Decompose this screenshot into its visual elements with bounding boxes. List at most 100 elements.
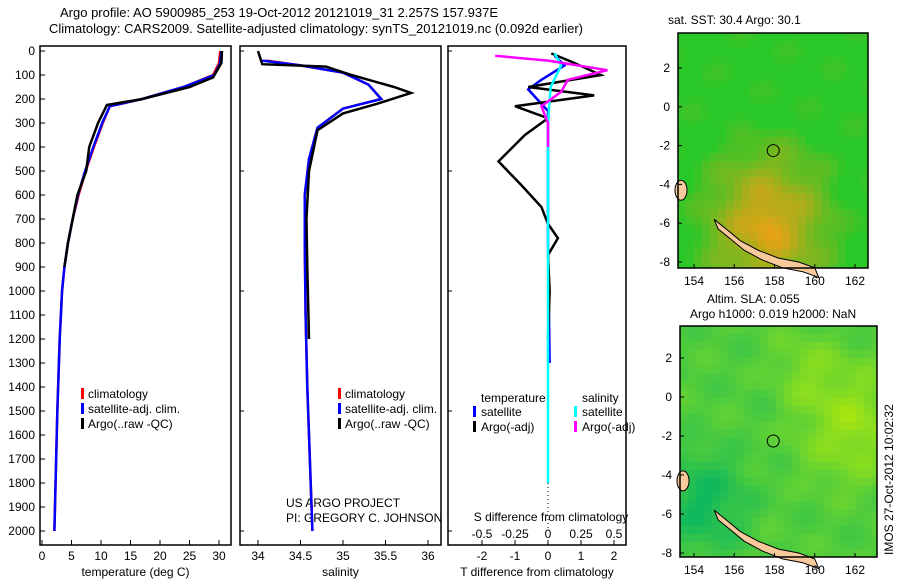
map-cell <box>864 398 872 406</box>
map-cell <box>838 145 846 153</box>
map-cell <box>832 502 840 510</box>
map-cell <box>702 169 710 177</box>
map-cell <box>816 526 824 534</box>
map-cell <box>840 494 848 502</box>
map-cell <box>808 446 816 454</box>
map-cell <box>846 225 854 233</box>
map-cell <box>792 518 800 526</box>
title-line2: Climatology: CARS2009. Satellite-adjuste… <box>49 21 584 36</box>
map-cell <box>758 105 766 113</box>
map-cell <box>750 161 758 169</box>
map-cell <box>766 137 774 145</box>
map-cell <box>736 398 744 406</box>
map-cell <box>734 105 742 113</box>
map-cell <box>814 41 822 49</box>
map-cell <box>768 486 776 494</box>
map-cell <box>702 129 710 137</box>
map-cell <box>734 169 742 177</box>
map-cell <box>720 326 728 334</box>
map-cell <box>696 414 704 422</box>
map-cell <box>806 225 814 233</box>
map-cell <box>822 209 830 217</box>
map-cell <box>798 241 806 249</box>
map-cell <box>800 462 808 470</box>
map-cell <box>800 390 808 398</box>
map-cell <box>792 486 800 494</box>
map-cell <box>846 153 854 161</box>
map-cell <box>718 121 726 129</box>
map-cell <box>840 550 848 557</box>
map-cell <box>710 161 718 169</box>
map-cell <box>814 97 822 105</box>
map-cell <box>784 406 792 414</box>
map-cell <box>686 41 694 49</box>
map-cell <box>808 390 816 398</box>
y-tick-label: 1100 <box>9 308 35 322</box>
map-cell <box>726 113 734 121</box>
map-cell <box>848 526 856 534</box>
map-cell <box>712 470 720 478</box>
map-cell <box>816 518 824 526</box>
map-cell <box>776 366 784 374</box>
map-cell <box>752 358 760 366</box>
map-cell <box>696 446 704 454</box>
map-cell <box>824 390 832 398</box>
map-cell <box>776 510 784 518</box>
map-cell <box>758 169 766 177</box>
map-cell <box>814 137 822 145</box>
profile-panel-3: -2 -1 0 1 2T difference from climatology-0.5… <box>447 45 635 579</box>
map-cell <box>830 113 838 121</box>
map-cell <box>750 265 758 268</box>
map-cell <box>856 518 864 526</box>
map-cell <box>686 201 694 209</box>
map-cell <box>686 105 694 113</box>
x-tick-label: 0 <box>39 549 46 563</box>
map-cell <box>688 502 696 510</box>
map-cell <box>782 57 790 65</box>
map-cell <box>728 342 736 350</box>
map-cell <box>678 249 686 257</box>
map-cell <box>824 350 832 358</box>
map-cell <box>854 97 862 105</box>
map-cell <box>734 65 742 73</box>
map-cell <box>694 41 702 49</box>
map-cell <box>806 153 814 161</box>
map-cell <box>792 414 800 422</box>
map-cell <box>758 129 766 137</box>
lon-tick-label: 154 <box>684 563 704 577</box>
map-cell <box>816 462 824 470</box>
map-cell <box>720 502 728 510</box>
map-cell <box>846 193 854 201</box>
map-cell <box>872 534 877 542</box>
map-cell <box>758 185 766 193</box>
map-cell <box>758 217 766 225</box>
map-cell <box>750 49 758 57</box>
map-cell <box>792 382 800 390</box>
map-cell <box>720 398 728 406</box>
map-cell <box>736 510 744 518</box>
map-cell <box>758 41 766 49</box>
map-cell <box>760 438 768 446</box>
map-cell <box>824 486 832 494</box>
map-cell <box>728 542 736 550</box>
map-cell <box>718 49 726 57</box>
map-cell <box>776 342 784 350</box>
map-cell <box>704 494 712 502</box>
map-cell <box>726 57 734 65</box>
map-cell <box>768 358 776 366</box>
map-cell <box>702 145 710 153</box>
map-cell <box>710 177 718 185</box>
map-cell <box>814 177 822 185</box>
map-cell <box>766 185 774 193</box>
map-cell <box>736 550 744 557</box>
map-cell <box>814 57 822 65</box>
map-cell <box>792 422 800 430</box>
map-cell <box>758 225 766 233</box>
map-cell <box>846 33 854 41</box>
map-cell <box>776 398 784 406</box>
map-cell <box>686 257 694 265</box>
map-cell <box>718 41 726 49</box>
map-cell <box>750 233 758 241</box>
map-cell <box>840 542 848 550</box>
map-cell <box>678 257 686 265</box>
